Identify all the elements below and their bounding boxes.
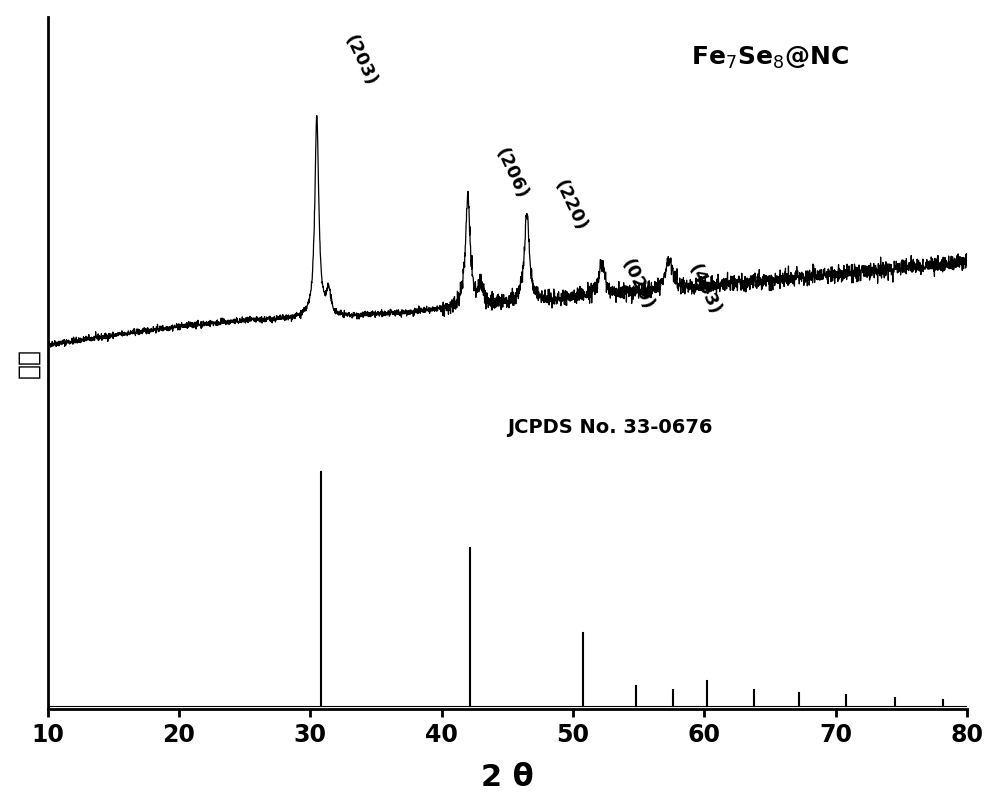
Y-axis label: 强度: 强度 xyxy=(17,348,41,378)
Text: (220): (220) xyxy=(551,177,590,234)
X-axis label: 2 θ: 2 θ xyxy=(481,764,534,792)
Text: (029): (029) xyxy=(618,256,657,313)
Text: (403): (403) xyxy=(685,261,724,318)
Text: (206): (206) xyxy=(491,146,531,202)
Text: Fe$_7$Se$_8$@NC: Fe$_7$Se$_8$@NC xyxy=(691,44,849,70)
Text: JCPDS No. 33-0676: JCPDS No. 33-0676 xyxy=(507,418,713,438)
Text: (203): (203) xyxy=(340,32,380,89)
